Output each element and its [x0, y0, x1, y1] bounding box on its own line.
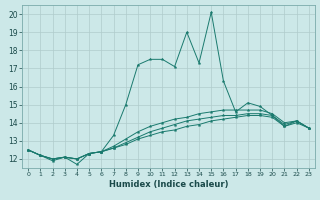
X-axis label: Humidex (Indice chaleur): Humidex (Indice chaleur): [109, 180, 228, 189]
